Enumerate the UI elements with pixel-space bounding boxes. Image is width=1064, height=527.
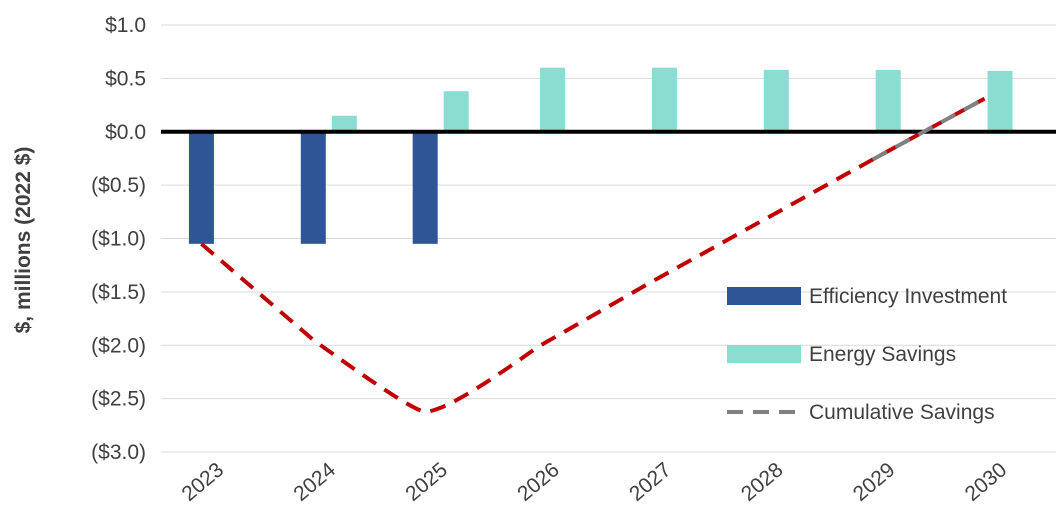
- bar-efficiency-investment-2024: [300, 131, 326, 244]
- y-tick-label: $0.5: [105, 67, 146, 90]
- y-tick-label: ($2.5): [91, 388, 146, 411]
- x-tick-label: 2024: [289, 458, 340, 506]
- x-tick-label: 2025: [401, 458, 452, 506]
- x-tick-label: 2030: [961, 458, 1012, 506]
- legend-swatch-0: [727, 287, 801, 305]
- y-axis-label: $, millions (2022 $): [12, 147, 35, 334]
- cumulative-savings-segment-final: [871, 96, 986, 162]
- x-tick-label: 2026: [513, 458, 564, 506]
- bar-efficiency-investment-2025: [412, 131, 438, 244]
- bar-energy-savings-2028: [763, 69, 789, 132]
- legend: Efficiency Investment Energy Savings Cumul…: [727, 285, 1007, 424]
- y-tick-label: ($0.5): [91, 174, 146, 197]
- bars: [188, 67, 1013, 244]
- bar-energy-savings-2027: [651, 67, 677, 132]
- y-tick-label: ($2.0): [91, 334, 146, 357]
- x-tick-label: 2029: [849, 458, 900, 506]
- y-tick-label: ($1.0): [91, 228, 146, 251]
- cumulative-savings-path: [200, 96, 986, 414]
- bar-energy-savings-2030: [987, 70, 1013, 132]
- x-tick-label: 2027: [625, 458, 676, 506]
- bar-efficiency-investment-2023: [188, 131, 214, 244]
- y-tick-label: $0.0: [105, 121, 146, 144]
- bar-energy-savings-2026: [540, 67, 566, 132]
- bar-energy-savings-2029: [875, 69, 901, 132]
- cumulative-savings-line: [200, 96, 986, 414]
- legend-label: Efficiency Investment: [809, 285, 1007, 308]
- y-axis-ticks: $1.0 $0.5 $0.0 ($0.5) ($1.0) ($1.5) ($2.0) ($2.…: [91, 14, 146, 464]
- y-tick-label: ($3.0): [91, 441, 146, 464]
- legend-label: Cumulative Savings: [809, 401, 995, 424]
- bar-energy-savings-2024: [331, 115, 357, 132]
- y-tick-label: $1.0: [105, 14, 146, 37]
- bar-energy-savings-2025: [443, 91, 469, 132]
- gridlines: [161, 24, 1056, 453]
- x-tick-label: 2023: [178, 458, 229, 506]
- legend-swatch-1: [727, 345, 801, 363]
- y-tick-label: ($1.5): [91, 281, 146, 304]
- x-axis-ticks: 2023 2024 2025 2026 2027 2028 2029 2030: [178, 458, 1012, 506]
- x-tick-label: 2028: [737, 458, 788, 506]
- legend-label: Energy Savings: [809, 343, 956, 366]
